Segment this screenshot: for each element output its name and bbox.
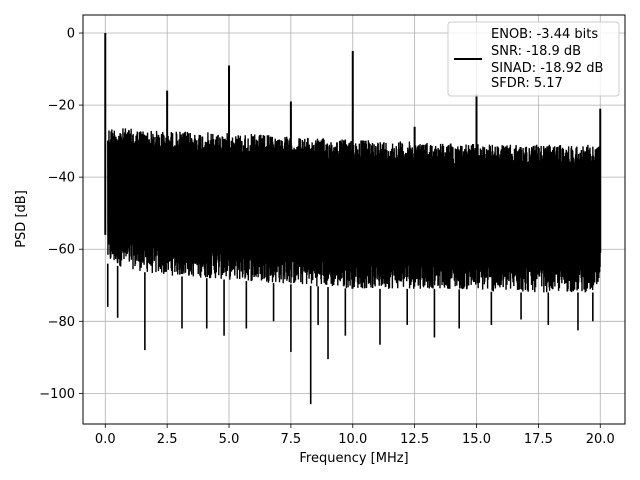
x-tick-label: 2.5 xyxy=(157,432,178,447)
legend-entry-snr: SNR: -18.9 dB xyxy=(491,44,581,59)
x-tick-label: 15.0 xyxy=(462,432,491,447)
x-tick-label: 5.0 xyxy=(219,432,240,447)
legend-entry-sinad: SINAD: -18.92 dB xyxy=(491,61,603,76)
psd-trace xyxy=(104,33,602,405)
x-tick-label: 7.5 xyxy=(281,432,302,447)
y-tick-label: −40 xyxy=(48,171,75,186)
x-tick-label: 0.0 xyxy=(95,432,116,447)
y-tick-label: −100 xyxy=(39,387,75,402)
y-tick-label: −60 xyxy=(48,243,75,258)
psd-noise-band xyxy=(107,128,601,293)
legend-box xyxy=(447,21,620,97)
plot-frame xyxy=(82,14,626,425)
y-tick-label: 0 xyxy=(67,27,75,42)
x-tick-label: 10.0 xyxy=(338,432,367,447)
legend-entry-enob: ENOB: -3.44 bits xyxy=(491,27,598,42)
x-axis-label: Frequency [MHz] xyxy=(299,451,408,466)
axis-ticks: 0.0 2.5 5.0 7.5 10.0 12.5 15.0 17.5 20.0 0 −20 −40 −… xyxy=(39,27,614,447)
y-tick-label: −20 xyxy=(48,99,75,114)
y-axis-label: PSD [dB] xyxy=(14,190,29,248)
x-tick-label: 20.0 xyxy=(586,432,615,447)
x-tick-label: 17.5 xyxy=(524,432,553,447)
legend: ENOB: -3.44 bits SNR: -18.9 dB SINAD: -1… xyxy=(447,21,620,97)
x-tick-label: 12.5 xyxy=(400,432,429,447)
y-tick-label: −80 xyxy=(48,315,75,330)
legend-entry-sfdr: SFDR: 5.17 xyxy=(491,76,563,91)
